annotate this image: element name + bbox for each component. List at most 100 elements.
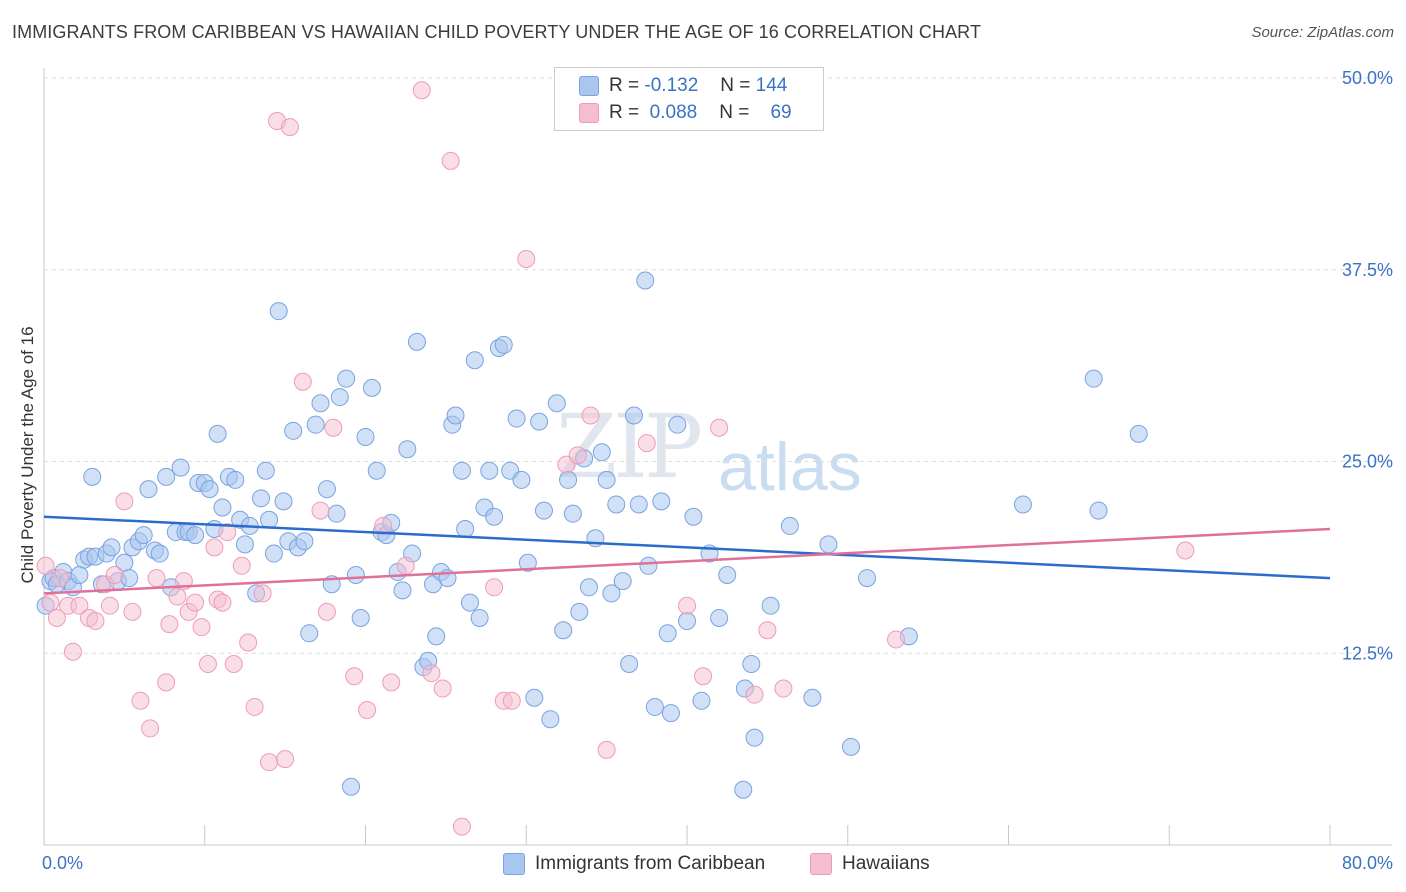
data-point-hawaiians <box>502 691 521 710</box>
data-point-hawaiians <box>198 654 217 673</box>
data-point-hawaiians <box>123 602 142 621</box>
data-point-caribbean <box>684 507 703 526</box>
data-point-caribbean <box>208 424 227 443</box>
legend-row-caribbean: R = -0.132 N = 144 <box>579 74 787 98</box>
data-point-hawaiians <box>51 569 70 588</box>
data-point-caribbean <box>470 608 489 627</box>
data-point-caribbean <box>563 504 582 523</box>
data-point-caribbean <box>652 492 671 511</box>
data-point-caribbean <box>398 440 417 459</box>
data-point-hawaiians <box>678 596 696 615</box>
data-point-caribbean <box>607 495 626 514</box>
data-point-caribbean <box>252 489 271 508</box>
tick-labels: 12.5% 25.0% 37.5% 50.0% 0.0% 80.0% <box>42 68 1393 873</box>
y-tick-label: 12.5% <box>1342 643 1393 663</box>
data-point-caribbean <box>70 566 89 585</box>
series-caribbean-points <box>36 271 1148 799</box>
data-point-caribbean <box>1013 495 1032 514</box>
bottom-legend-swatch-pink <box>810 853 832 875</box>
data-point-caribbean <box>83 467 102 486</box>
data-point-caribbean <box>718 566 737 585</box>
data-point-caribbean <box>264 544 283 563</box>
data-point-hawaiians <box>105 566 124 585</box>
data-point-caribbean <box>570 602 589 621</box>
data-point-hawaiians <box>41 593 60 612</box>
data-point-hawaiians <box>637 434 656 453</box>
data-point-caribbean <box>213 498 232 517</box>
data-point-caribbean <box>260 510 279 529</box>
watermark-atlas: atlas <box>718 429 862 505</box>
bottom-legend-swatch-blue <box>503 853 525 875</box>
legend-n-label: N = <box>720 75 751 96</box>
data-point-hawaiians <box>186 593 205 612</box>
trend-line-hawaiians <box>43 527 1331 595</box>
data-point-caribbean <box>367 461 386 480</box>
data-point-hawaiians <box>758 621 777 640</box>
data-point-caribbean <box>613 572 632 591</box>
data-point-hawaiians <box>100 596 119 615</box>
data-point-caribbean <box>295 532 314 551</box>
bottom-legend-label: Immigrants from Caribbean <box>535 853 766 874</box>
data-point-caribbean <box>102 538 121 557</box>
data-point-caribbean <box>554 621 573 640</box>
data-point-hawaiians <box>86 612 105 631</box>
y-tick-label: 50.0% <box>1342 68 1393 88</box>
data-point-caribbean <box>465 351 484 370</box>
data-point-hawaiians <box>147 569 166 588</box>
legend-r-label: R = <box>609 75 640 96</box>
data-point-caribbean <box>337 369 356 388</box>
data-point-hawaiians <box>160 615 179 634</box>
data-point-caribbean <box>602 584 621 603</box>
series-hawaiians-points <box>36 81 1195 836</box>
data-point-caribbean <box>494 335 513 354</box>
x-tick-label: 80.0% <box>1342 853 1393 873</box>
legend-r-value: 0.088 <box>649 102 698 123</box>
data-point-hawaiians <box>239 633 258 652</box>
data-point-hawaiians <box>276 750 295 769</box>
data-point-hawaiians <box>485 578 504 597</box>
data-point-hawaiians <box>115 492 134 511</box>
data-point-caribbean <box>636 271 655 290</box>
data-point-caribbean <box>658 624 677 643</box>
data-point-hawaiians <box>213 593 232 612</box>
data-point-caribbean <box>274 492 293 511</box>
legend-n-value: 69 <box>770 102 792 123</box>
data-point-caribbean <box>317 480 336 499</box>
data-point-hawaiians <box>694 667 713 686</box>
data-point-caribbean <box>624 406 643 425</box>
data-point-hawaiians <box>311 501 330 520</box>
data-point-hawaiians <box>774 679 793 698</box>
data-point-caribbean <box>235 535 254 554</box>
data-point-caribbean <box>269 302 288 321</box>
data-point-hawaiians <box>745 685 764 704</box>
legend-swatch-pink <box>579 103 599 123</box>
data-point-caribbean <box>742 654 761 673</box>
data-point-hawaiians <box>517 250 536 269</box>
data-point-caribbean <box>512 470 531 489</box>
data-point-caribbean <box>460 593 479 612</box>
data-point-hawaiians <box>168 587 187 606</box>
data-point-caribbean <box>803 688 822 707</box>
data-point-caribbean <box>525 688 544 707</box>
data-point-hawaiians <box>260 753 279 772</box>
legend-n-label: N = <box>719 102 750 123</box>
data-point-caribbean <box>480 461 499 480</box>
data-point-hawaiians <box>131 691 150 710</box>
data-point-caribbean <box>507 409 526 428</box>
data-point-caribbean <box>530 412 549 431</box>
bottom-legend-caribbean: Immigrants from Caribbean <box>503 851 765 877</box>
data-point-hawaiians <box>433 679 452 698</box>
data-point-hawaiians <box>232 556 251 575</box>
data-point-hawaiians <box>224 654 243 673</box>
data-point-caribbean <box>629 495 648 514</box>
data-point-caribbean <box>342 777 361 796</box>
data-point-caribbean <box>300 624 319 643</box>
data-point-caribbean <box>1084 369 1103 388</box>
data-point-hawaiians <box>374 516 393 535</box>
data-point-hawaiians <box>218 523 237 542</box>
data-point-hawaiians <box>581 406 600 425</box>
data-point-hawaiians <box>396 556 415 575</box>
data-point-caribbean <box>620 654 639 673</box>
data-point-hawaiians <box>886 630 905 649</box>
